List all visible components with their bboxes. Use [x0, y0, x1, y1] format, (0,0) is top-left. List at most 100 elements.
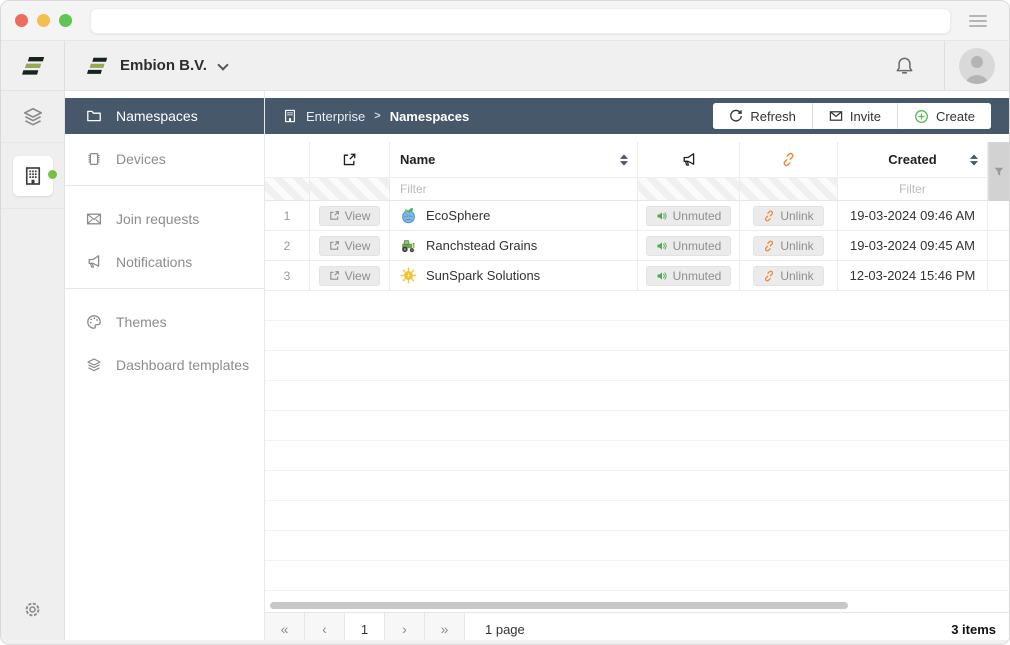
- unmuted-button[interactable]: Unmuted: [645, 205, 732, 226]
- created-filter-input[interactable]: [838, 178, 987, 200]
- broken-link-icon: [765, 240, 774, 251]
- external-link-icon: [343, 153, 356, 166]
- name-cell: SunSpark Solutions: [390, 261, 638, 290]
- filter-disabled-cell: [638, 178, 740, 200]
- sidebar-item-dashboard-templates[interactable]: Dashboard templates: [65, 347, 264, 383]
- unlink-button[interactable]: Unlink: [753, 265, 824, 286]
- rail-item-enterprise[interactable]: [1, 143, 64, 209]
- sort-icon[interactable]: [620, 154, 628, 165]
- namespace-name[interactable]: SunSpark Solutions: [426, 268, 541, 283]
- sidebar-item-join-requests[interactable]: Join requests: [65, 201, 264, 237]
- col-muted-header: [638, 142, 740, 177]
- sidebar-item-label: Devices: [116, 151, 166, 167]
- globe-plant-avatar: [402, 208, 415, 224]
- sidebar-divider: [65, 185, 264, 186]
- first-page-button[interactable]: «: [265, 613, 305, 644]
- col-link-header: [740, 142, 838, 177]
- sidebar-item-namespaces[interactable]: Namespaces: [65, 98, 264, 134]
- link-cell: Unlink: [740, 261, 838, 290]
- megaphone-icon: [683, 152, 694, 166]
- sidebar-item-label: Themes: [116, 314, 167, 330]
- bell-icon: [896, 57, 912, 74]
- sidebar-divider: [65, 288, 264, 289]
- external-link-icon: [329, 241, 339, 250]
- address-bar[interactable]: [90, 7, 951, 34]
- row-number: 1: [265, 201, 310, 230]
- invite-button[interactable]: Invite: [812, 103, 898, 129]
- namespace-name[interactable]: EcoSphere: [426, 208, 491, 223]
- close-window-button[interactable]: [15, 14, 28, 27]
- view-label: View: [344, 208, 371, 223]
- created-filter-cell: [838, 178, 988, 200]
- broken-link-icon: [765, 210, 774, 221]
- unlink-button[interactable]: Unlink: [753, 235, 824, 256]
- view-button[interactable]: View: [318, 235, 381, 256]
- create-button[interactable]: Create: [897, 103, 991, 129]
- namespaces-table: Name: [265, 142, 1009, 291]
- unmuted-button[interactable]: Unmuted: [645, 235, 732, 256]
- company-name[interactable]: Embion B.V.: [120, 57, 207, 74]
- broken-link-icon: [765, 270, 774, 281]
- view-label: View: [344, 268, 371, 283]
- settings-button[interactable]: [1, 600, 64, 619]
- table-header-row: Name: [265, 142, 1009, 177]
- view-label: View: [344, 238, 371, 253]
- view-button[interactable]: View: [318, 265, 381, 286]
- created-cell: 12-03-2024 15:46 PM: [838, 261, 988, 290]
- name-column-label: Name: [400, 152, 436, 167]
- zoom-window-button[interactable]: [59, 14, 72, 27]
- muted-cell: Unmuted: [638, 201, 740, 230]
- app-logo[interactable]: [1, 41, 65, 90]
- pagination-bar: « ‹ 1 › » 1 page 3 items: [265, 612, 1009, 644]
- column-menu-button[interactable]: [988, 142, 1009, 201]
- embion-logo-icon: [21, 56, 44, 75]
- row-menu-cell: [988, 261, 1009, 290]
- megaphone-icon: [88, 255, 100, 268]
- col-name-header[interactable]: Name: [390, 142, 638, 177]
- sidebar-item-themes[interactable]: Themes: [65, 304, 264, 340]
- browser-chrome: [1, 1, 1009, 41]
- view-button[interactable]: View: [318, 205, 381, 226]
- app-header: Embion B.V.: [1, 41, 1009, 91]
- page-count-label: 1 page: [485, 621, 525, 637]
- prev-page-button[interactable]: ‹: [305, 613, 345, 644]
- active-status-dot: [47, 169, 57, 179]
- row-number: 3: [265, 261, 310, 290]
- speaker-icon: [657, 241, 667, 250]
- filter-disabled-cell: [310, 178, 390, 200]
- col-rownum-header: [265, 142, 310, 177]
- last-page-button[interactable]: »: [425, 613, 465, 644]
- name-filter-input[interactable]: [390, 178, 637, 200]
- name-filter-cell: [390, 178, 638, 200]
- sidebar-item-label: Namespaces: [116, 108, 198, 124]
- unlink-label: Unlink: [780, 268, 814, 283]
- funnel-icon: [994, 167, 1004, 176]
- unlink-button[interactable]: Unlink: [753, 205, 824, 226]
- refresh-button[interactable]: Refresh: [713, 103, 813, 129]
- namespace-name[interactable]: Ranchstead Grains: [426, 238, 538, 253]
- rail-item-dashboards[interactable]: [1, 91, 64, 143]
- chip-icon: [88, 152, 100, 166]
- table-row: 1 View: [265, 201, 1009, 231]
- chevron-down-icon[interactable]: [218, 59, 227, 68]
- filter-disabled-cell: [265, 178, 310, 200]
- minimize-window-button[interactable]: [37, 14, 50, 27]
- user-menu-button[interactable]: [945, 41, 1009, 90]
- person-icon: [965, 55, 989, 84]
- sort-icon[interactable]: [970, 154, 978, 165]
- unmuted-button[interactable]: Unmuted: [645, 265, 732, 286]
- col-created-header[interactable]: Created: [838, 142, 988, 177]
- breadcrumb-root[interactable]: Enterprise: [306, 108, 366, 124]
- breadcrumb: Enterprise > Namespaces: [283, 109, 469, 124]
- avatar: [959, 47, 995, 84]
- breadcrumb-bar: Enterprise > Namespaces Refresh: [265, 98, 1009, 134]
- sidebar-item-devices[interactable]: Devices: [65, 141, 264, 177]
- horizontal-scrollbar-thumb[interactable]: [270, 602, 848, 609]
- sidebar-item-notifications[interactable]: Notifications: [65, 244, 264, 280]
- notifications-bell-button[interactable]: [884, 56, 924, 76]
- enterprise-active-card: [12, 155, 57, 196]
- current-page-button[interactable]: 1: [345, 613, 385, 644]
- next-page-button[interactable]: ›: [385, 613, 425, 644]
- browser-menu-icon[interactable]: [961, 14, 995, 27]
